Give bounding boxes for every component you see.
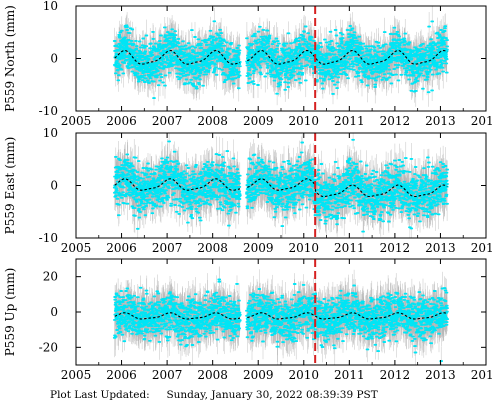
north-x-tick-label: 2010 bbox=[289, 114, 320, 128]
north-x-tick-label: 2012 bbox=[380, 114, 411, 128]
north-x-tick-label: 2005 bbox=[61, 114, 92, 128]
up-x-tick-label: 2009 bbox=[243, 368, 274, 382]
up-x-tick-label: 2006 bbox=[106, 368, 137, 382]
up-data-points bbox=[112, 278, 450, 363]
up-x-tick-label: 2008 bbox=[197, 368, 228, 382]
footer-timestamp: Sunday, January 30, 2022 08:39:39 PST bbox=[166, 389, 378, 401]
east-x-tick-label: 2006 bbox=[106, 241, 137, 255]
east-y-axis-label: P559 East (mm) bbox=[3, 137, 17, 235]
north-x-tick-label: 2009 bbox=[243, 114, 274, 128]
east-model-fit-line bbox=[114, 178, 448, 198]
north-x-tick-label: 2006 bbox=[106, 114, 137, 128]
east-x-tick-label: 2009 bbox=[243, 241, 274, 255]
north-y-tick-label: 0 bbox=[50, 52, 58, 66]
up-x-tick-label: 2012 bbox=[380, 368, 411, 382]
east-plot-area bbox=[112, 133, 450, 238]
north-x-tick-label: 2013 bbox=[425, 114, 456, 128]
north-model-fit-line bbox=[114, 49, 448, 65]
up-plot-area bbox=[112, 266, 450, 365]
east-x-tick-label: 2010 bbox=[289, 241, 320, 255]
east-x-tick-label: 2007 bbox=[152, 241, 183, 255]
east-x-tick-label: 2011 bbox=[334, 241, 365, 255]
north-x-tick-label: 2014 bbox=[471, 114, 494, 128]
up-x-tick-label: 2014 bbox=[471, 368, 494, 382]
east-y-tick-label: -10 bbox=[39, 231, 58, 245]
up-y-tick-label: 20 bbox=[43, 270, 58, 284]
up-x-tick-label: 2005 bbox=[61, 368, 92, 382]
east-data-points bbox=[112, 138, 450, 233]
up-y-tick-label: -20 bbox=[39, 340, 58, 354]
north-y-tick-label: -10 bbox=[39, 104, 58, 118]
east-x-tick-label: 2014 bbox=[471, 241, 494, 255]
up-x-tick-label: 2011 bbox=[334, 368, 365, 382]
east-x-tick-label: 2005 bbox=[61, 241, 92, 255]
north-x-tick-label: 2008 bbox=[197, 114, 228, 128]
east-panel: 2005 2006 2007 2008 2009 2010 2011 2012 2013 2014… bbox=[3, 126, 494, 255]
footer-label: Plot Last Updated: bbox=[50, 389, 150, 401]
north-plot-area bbox=[112, 6, 450, 107]
north-y-axis-label: P559 North (mm) bbox=[3, 5, 17, 112]
east-y-tick-label: 10 bbox=[43, 126, 58, 140]
east-x-tick-label: 2008 bbox=[197, 241, 228, 255]
up-y-tick-label: 0 bbox=[50, 305, 58, 319]
east-y-tick-label: 0 bbox=[50, 179, 58, 193]
up-y-axis-label: P559 Up (mm) bbox=[3, 268, 17, 357]
north-y-tick-label: 10 bbox=[43, 0, 58, 13]
up-model-fit-line bbox=[114, 312, 448, 320]
north-panel: 2005 2006 2007 2008 2009 2010 2011 2012 2013 2014… bbox=[3, 0, 494, 128]
north-x-tick-label: 2007 bbox=[152, 114, 183, 128]
north-data-points bbox=[112, 20, 450, 100]
plot-footer: Plot Last Updated: Sunday, January 30, 2… bbox=[50, 389, 378, 401]
up-x-tick-label: 2013 bbox=[425, 368, 456, 382]
up-panel: 2005 2006 2007 2008 2009 2010 2011 2012 2013 2014… bbox=[3, 258, 494, 382]
east-x-tick-label: 2012 bbox=[380, 241, 411, 255]
north-x-tick-label: 2011 bbox=[334, 114, 365, 128]
up-x-tick-label: 2010 bbox=[289, 368, 320, 382]
up-x-tick-label: 2007 bbox=[152, 368, 183, 382]
east-x-tick-label: 2013 bbox=[425, 241, 456, 255]
